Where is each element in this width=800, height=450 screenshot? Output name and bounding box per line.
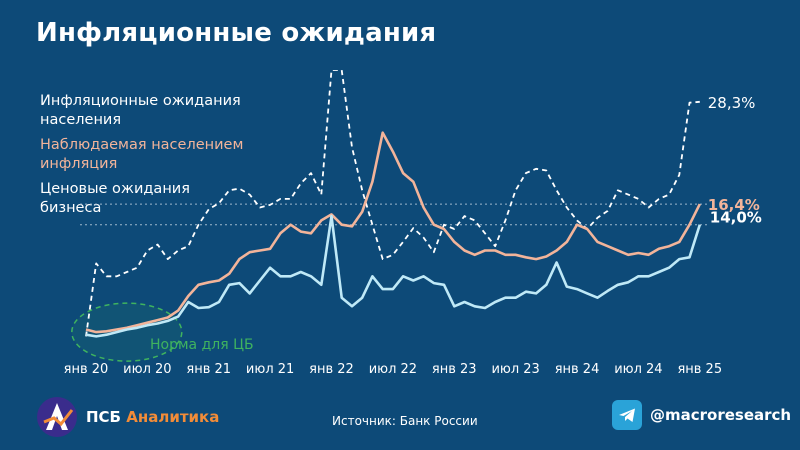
telegram-handle-link[interactable]: @macroresearch xyxy=(650,406,792,424)
legend-item-observed-inflation: Наблюдаемая населением инфляция xyxy=(40,136,243,174)
x-tick-label: июл 24 xyxy=(614,362,662,377)
brand-name: ПСБ Аналитика xyxy=(86,408,219,426)
x-tick-label: янв 22 xyxy=(309,362,354,377)
series-observed-inflation xyxy=(85,131,701,334)
norm-label: Норма для ЦБ xyxy=(150,337,254,353)
x-tick-label: июл 23 xyxy=(491,362,539,377)
x-tick-label: янв 20 xyxy=(64,362,109,377)
source-note: Источник: Банк России xyxy=(332,414,478,428)
series-business-expectations xyxy=(85,214,702,338)
x-tick-label: янв 25 xyxy=(677,362,722,377)
norm-region xyxy=(71,302,183,362)
legend-label-line1: Наблюдаемая населением xyxy=(40,137,244,153)
end-label-1: 16,4% xyxy=(708,196,760,214)
telegram-icon[interactable] xyxy=(612,400,642,430)
legend-label-line2: инфляция xyxy=(40,156,118,172)
x-tick-label: янв 21 xyxy=(186,362,231,377)
line-chart: Норма для ЦБ 28,3% 16,4%14,0% янв 20 июл 20 я… xyxy=(64,70,762,377)
legend-label-line1: Инфляционные ожидания xyxy=(40,93,241,109)
x-tick-label: янв 24 xyxy=(555,362,600,377)
x-tick-label: июл 21 xyxy=(246,362,294,377)
series-households-expectations xyxy=(85,70,700,337)
brand-accent: Аналитика xyxy=(126,408,220,426)
page-title: Инфляционные ожидания xyxy=(36,18,437,48)
legend-label-line1: Ценовые ожидания xyxy=(40,181,190,197)
end-label-0: 28,3% xyxy=(708,94,756,112)
brand-main: ПСБ xyxy=(86,408,121,426)
legend-label-line2: населения xyxy=(40,112,122,128)
x-tick-label: июл 22 xyxy=(369,362,417,377)
x-tick-label: июл 20 xyxy=(123,362,171,377)
x-tick-label: янв 23 xyxy=(432,362,477,377)
legend-item-households: Инфляционные ожидания населения xyxy=(40,92,241,130)
psb-logo-icon xyxy=(37,397,77,437)
end-label-2: 14,0% xyxy=(710,209,762,227)
